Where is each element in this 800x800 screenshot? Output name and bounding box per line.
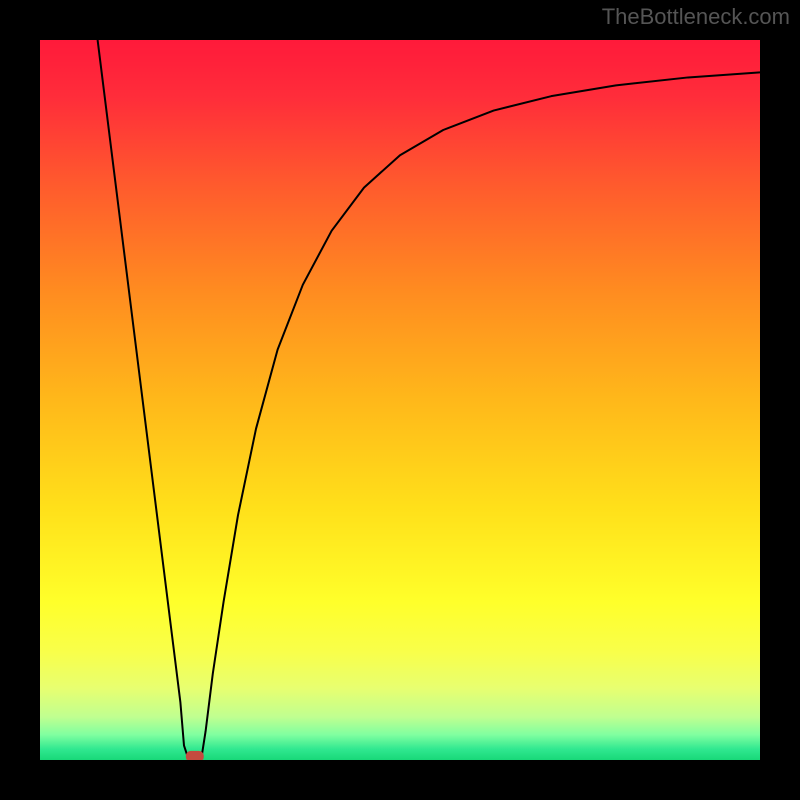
plot-background [40,40,760,760]
chart-wrap: TheBottleneck.com [0,0,800,800]
bottleneck-chart [0,0,800,800]
watermark-text: TheBottleneck.com [602,4,790,30]
chart-frame [0,0,40,800]
chart-frame [760,0,800,800]
chart-frame [0,760,800,800]
chart-svg [0,0,800,800]
